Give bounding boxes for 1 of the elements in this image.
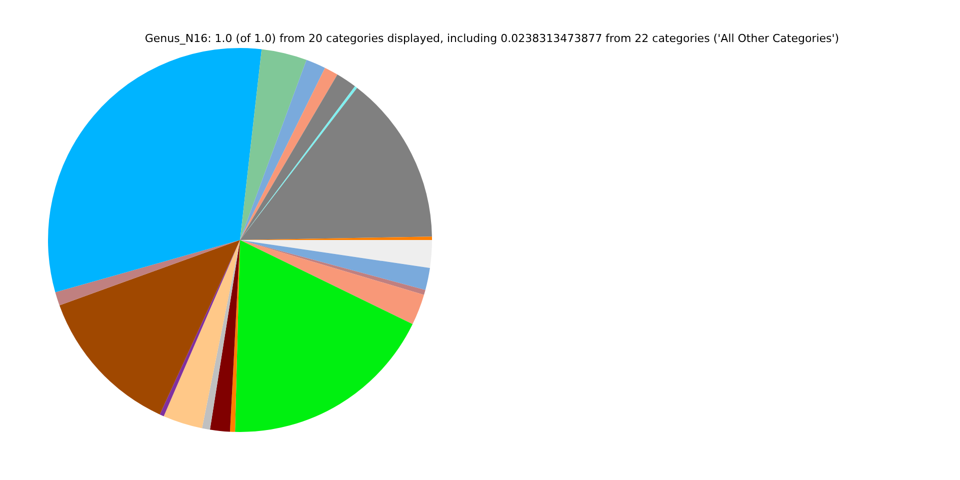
text: Genus_N16: 1.0 (of 1.0) from 20 categories displayed, including 0.0238313473877 from 22 categories ('All Other Categories') (144, 32, 840, 45)
